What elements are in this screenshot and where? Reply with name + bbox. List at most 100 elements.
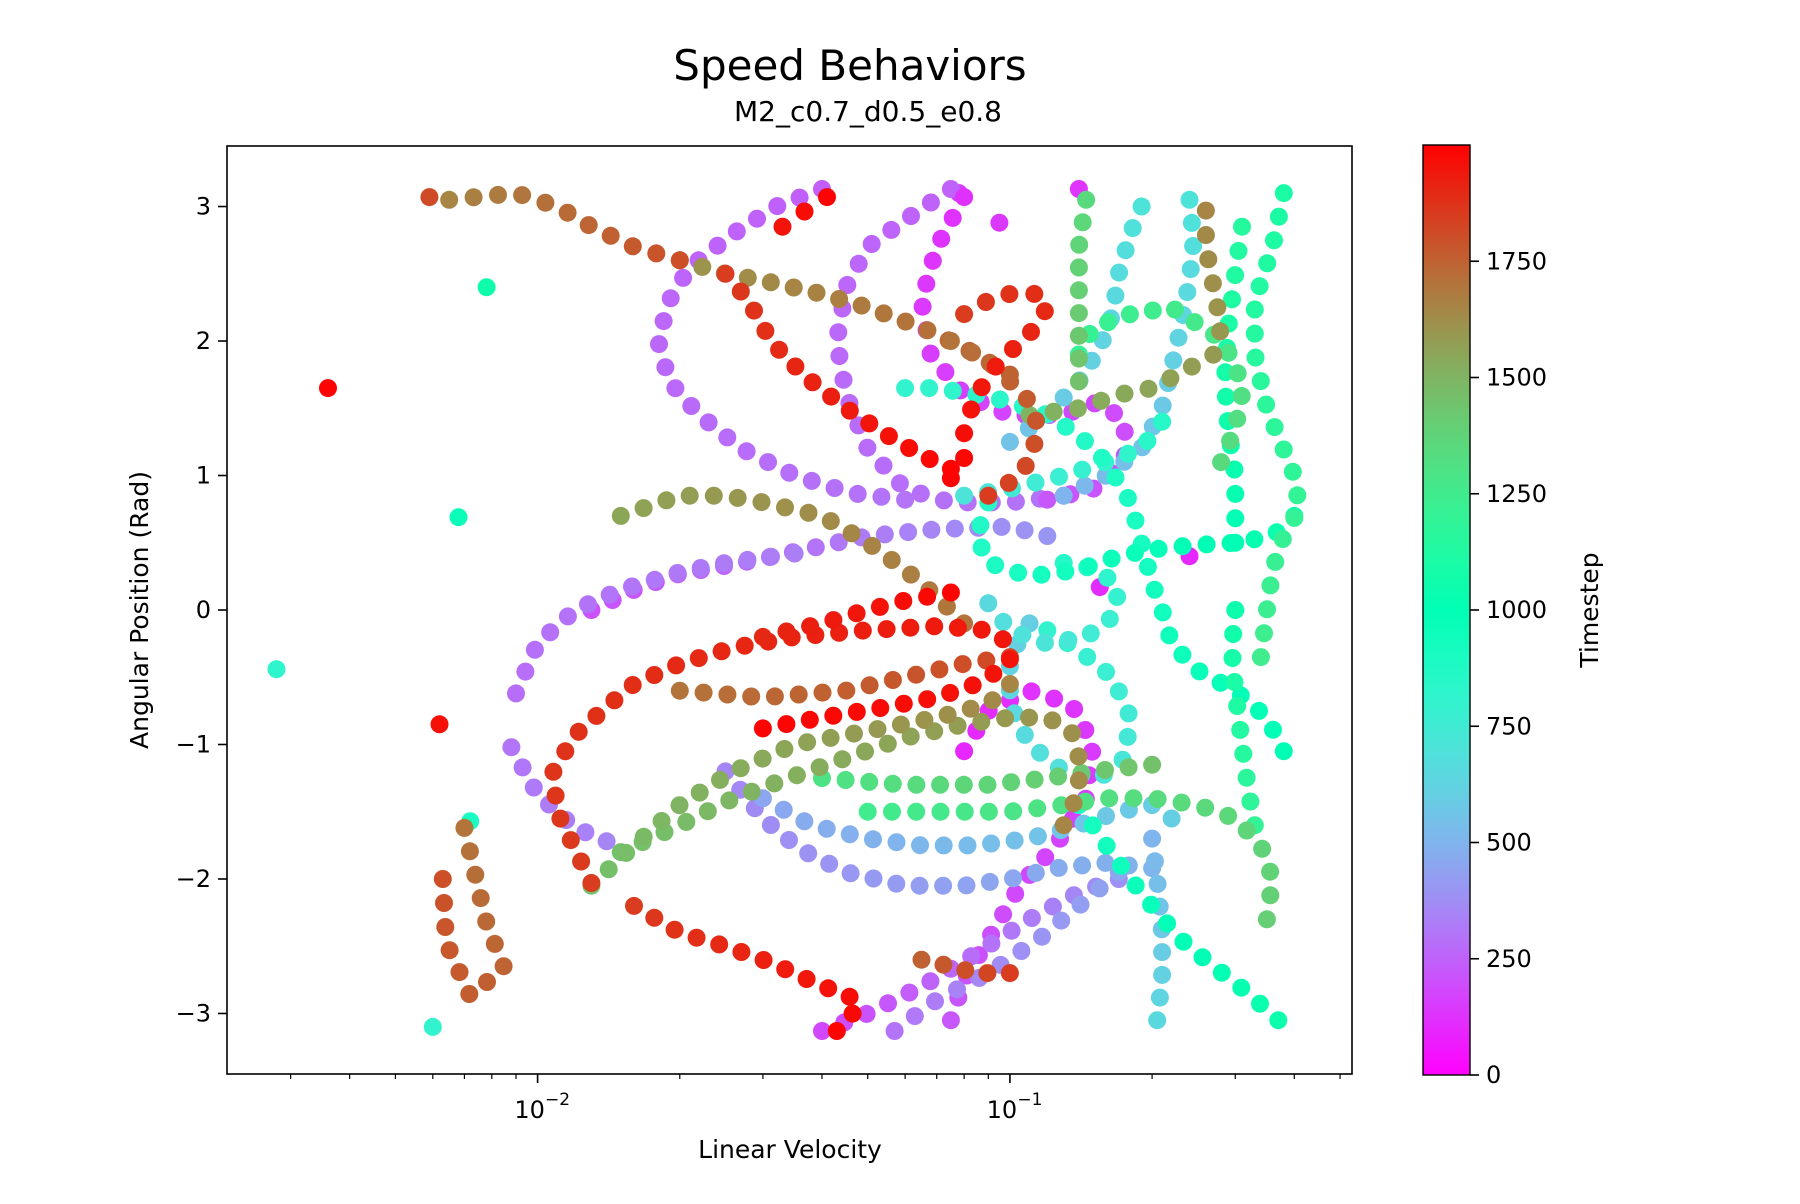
data-point bbox=[1027, 411, 1045, 430]
data-point bbox=[1250, 277, 1269, 296]
data-point bbox=[742, 782, 761, 801]
data-point bbox=[1143, 829, 1162, 848]
data-point bbox=[948, 618, 967, 637]
data-point bbox=[963, 676, 982, 695]
data-point bbox=[921, 193, 940, 212]
data-point bbox=[1013, 625, 1032, 644]
data-point bbox=[1219, 806, 1238, 825]
data-point bbox=[546, 786, 565, 805]
data-point bbox=[858, 802, 877, 821]
data-point bbox=[800, 710, 819, 729]
data-point bbox=[1265, 418, 1284, 437]
data-point bbox=[863, 536, 882, 555]
data-point bbox=[752, 493, 771, 512]
data-point bbox=[1174, 932, 1193, 951]
data-point bbox=[1241, 792, 1260, 811]
data-point bbox=[990, 213, 1009, 232]
data-point bbox=[1064, 794, 1083, 813]
data-point bbox=[983, 691, 1002, 710]
data-point bbox=[941, 459, 960, 478]
data-point bbox=[902, 207, 920, 225]
data-point bbox=[1069, 372, 1088, 391]
data-point bbox=[813, 683, 832, 702]
data-point bbox=[1228, 364, 1247, 383]
data-point bbox=[694, 683, 713, 702]
points-layer bbox=[267, 180, 1307, 1040]
data-point bbox=[937, 597, 956, 616]
data-point bbox=[871, 699, 890, 717]
data-point bbox=[1228, 409, 1247, 428]
data-point bbox=[576, 823, 595, 842]
data-point bbox=[931, 775, 950, 794]
data-point bbox=[1196, 201, 1215, 220]
data-point bbox=[645, 666, 664, 684]
data-point bbox=[420, 188, 439, 207]
data-point bbox=[1093, 448, 1111, 467]
data-point bbox=[516, 662, 535, 681]
data-point bbox=[1005, 831, 1024, 850]
data-point bbox=[941, 1011, 960, 1030]
data-point bbox=[1069, 304, 1088, 323]
colorbar-tick-label: 250 bbox=[1486, 945, 1532, 973]
data-point bbox=[918, 321, 937, 340]
data-point bbox=[1142, 895, 1161, 914]
colorbar-tick-label: 1750 bbox=[1486, 247, 1547, 275]
data-point bbox=[1002, 921, 1021, 940]
data-point bbox=[1056, 417, 1075, 436]
data-point bbox=[819, 979, 838, 998]
data-point bbox=[941, 332, 960, 350]
data-point bbox=[1045, 689, 1064, 708]
data-point bbox=[1245, 530, 1264, 549]
data-point bbox=[1237, 768, 1256, 787]
data-point bbox=[502, 738, 521, 757]
x-tick-label: 10 bbox=[514, 1096, 545, 1124]
data-point bbox=[572, 852, 591, 871]
data-point bbox=[1245, 324, 1264, 343]
data-point bbox=[1096, 853, 1115, 872]
data-point bbox=[524, 778, 543, 797]
data-point bbox=[977, 651, 996, 670]
data-point bbox=[597, 832, 616, 851]
data-point bbox=[1261, 886, 1280, 905]
colorbar-tick-label: 1000 bbox=[1486, 596, 1547, 624]
data-point bbox=[879, 994, 897, 1013]
data-point bbox=[1022, 682, 1041, 701]
data-point bbox=[1000, 964, 1019, 983]
data-point bbox=[1178, 283, 1197, 302]
data-point bbox=[1283, 462, 1302, 481]
data-point bbox=[1097, 836, 1116, 855]
data-point bbox=[917, 274, 936, 293]
data-point bbox=[1233, 217, 1251, 236]
data-point bbox=[847, 604, 866, 623]
data-point bbox=[634, 827, 653, 846]
data-point bbox=[677, 812, 696, 831]
data-point bbox=[882, 551, 901, 569]
data-point bbox=[972, 712, 991, 731]
data-point bbox=[1269, 207, 1288, 226]
data-point bbox=[1118, 727, 1137, 746]
data-point bbox=[267, 660, 286, 679]
data-point bbox=[980, 872, 999, 891]
data-point bbox=[507, 684, 525, 703]
data-point bbox=[875, 525, 894, 544]
data-point bbox=[891, 715, 910, 734]
x-tick-exponent: −2 bbox=[545, 1090, 570, 1110]
data-point bbox=[1100, 789, 1119, 808]
data-point bbox=[768, 197, 787, 216]
data-point bbox=[1028, 827, 1047, 846]
data-point bbox=[1126, 511, 1145, 530]
data-point bbox=[1216, 387, 1235, 406]
data-point bbox=[1212, 963, 1231, 982]
data-point bbox=[1125, 543, 1144, 562]
data-point bbox=[972, 620, 991, 639]
data-point bbox=[802, 471, 821, 490]
data-point bbox=[920, 450, 939, 468]
data-point bbox=[1069, 771, 1088, 790]
data-point bbox=[992, 517, 1011, 536]
data-point bbox=[978, 964, 997, 983]
data-point bbox=[1226, 533, 1245, 552]
data-point bbox=[623, 577, 641, 596]
x-tick-exponent: −1 bbox=[1017, 1090, 1042, 1110]
data-point bbox=[1033, 927, 1051, 946]
y-tick-label: 0 bbox=[196, 596, 211, 624]
